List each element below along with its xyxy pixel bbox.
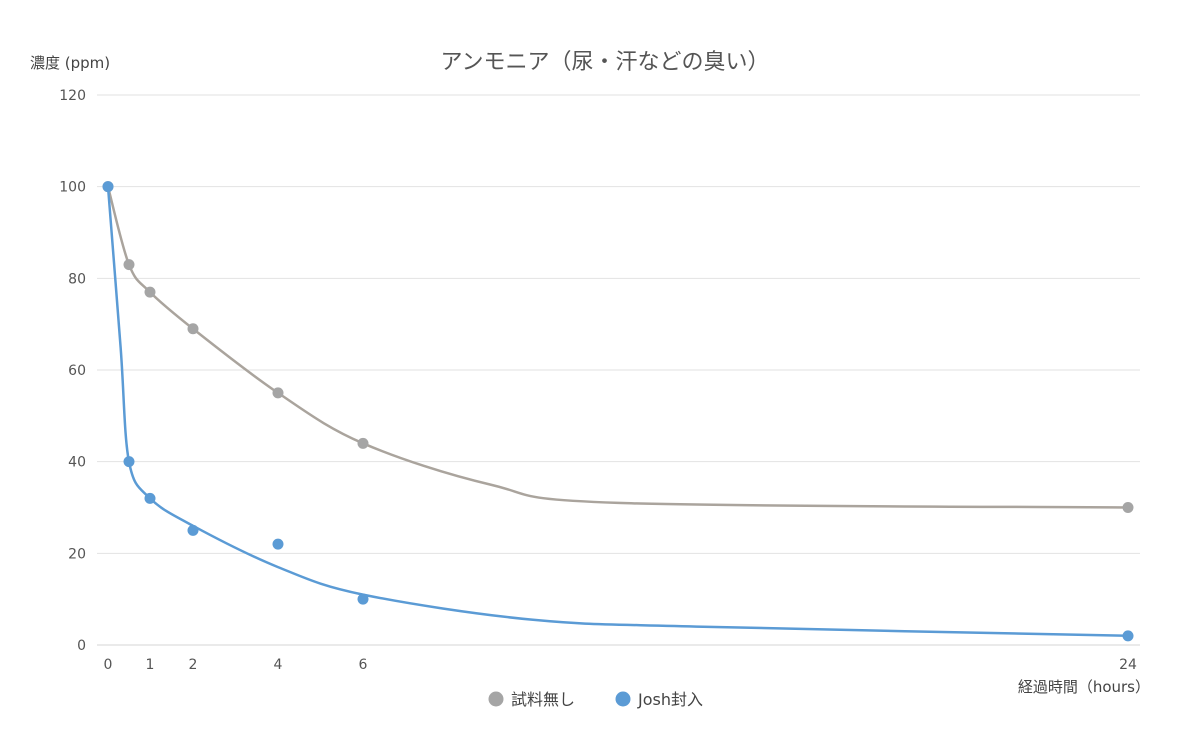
- grid-lines: [97, 94, 1140, 646]
- y-tick-label: 100: [59, 180, 86, 196]
- series-2: [102, 181, 1134, 642]
- data-point: [187, 323, 199, 335]
- x-axis-label: 経過時間（hours）: [1018, 678, 1150, 696]
- data-point: [102, 181, 114, 193]
- series-group: [102, 181, 1134, 642]
- y-tick-label: 40: [68, 455, 86, 471]
- data-point: [357, 437, 369, 449]
- x-tick-label: 0: [104, 657, 113, 673]
- data-point: [357, 593, 369, 605]
- x-tick-label: 1: [146, 657, 155, 673]
- legend: 試料無し Josh封入: [488, 690, 703, 709]
- data-point: [1122, 502, 1134, 513]
- series-trend-line: [106, 185, 1130, 509]
- series-1: [102, 181, 1134, 513]
- data-point: [272, 538, 284, 550]
- x-tick-labels: 0 1 2 4 6 24: [104, 657, 1137, 673]
- data-point: [1122, 630, 1134, 642]
- y-tick-label: 60: [68, 363, 86, 379]
- legend-marker: [615, 691, 631, 707]
- x-tick-label: 6: [359, 657, 368, 673]
- y-tick-labels: 0 20 40 60 80 100 120: [59, 88, 86, 654]
- data-point: [123, 456, 135, 468]
- legend-marker: [488, 691, 504, 707]
- x-tick-label: 24: [1119, 657, 1137, 673]
- legend-label: 試料無し: [511, 690, 575, 709]
- chart-title: アンモニア（尿・汗などの臭い）: [440, 50, 769, 75]
- y-tick-label: 80: [68, 271, 86, 287]
- legend-label: Josh封入: [637, 690, 703, 709]
- data-point: [272, 387, 284, 399]
- x-tick-label: 4: [274, 657, 283, 673]
- data-point: [187, 524, 199, 536]
- y-tick-label: 20: [68, 546, 86, 562]
- y-tick-label: 120: [59, 88, 86, 104]
- data-point: [123, 259, 135, 271]
- y-tick-label: 0: [77, 638, 86, 654]
- x-tick-label: 2: [189, 657, 198, 673]
- data-point: [144, 286, 156, 298]
- data-point: [144, 492, 156, 504]
- series-trend-line: [106, 185, 1130, 638]
- y-axis-label: 濃度 (ppm): [30, 54, 110, 72]
